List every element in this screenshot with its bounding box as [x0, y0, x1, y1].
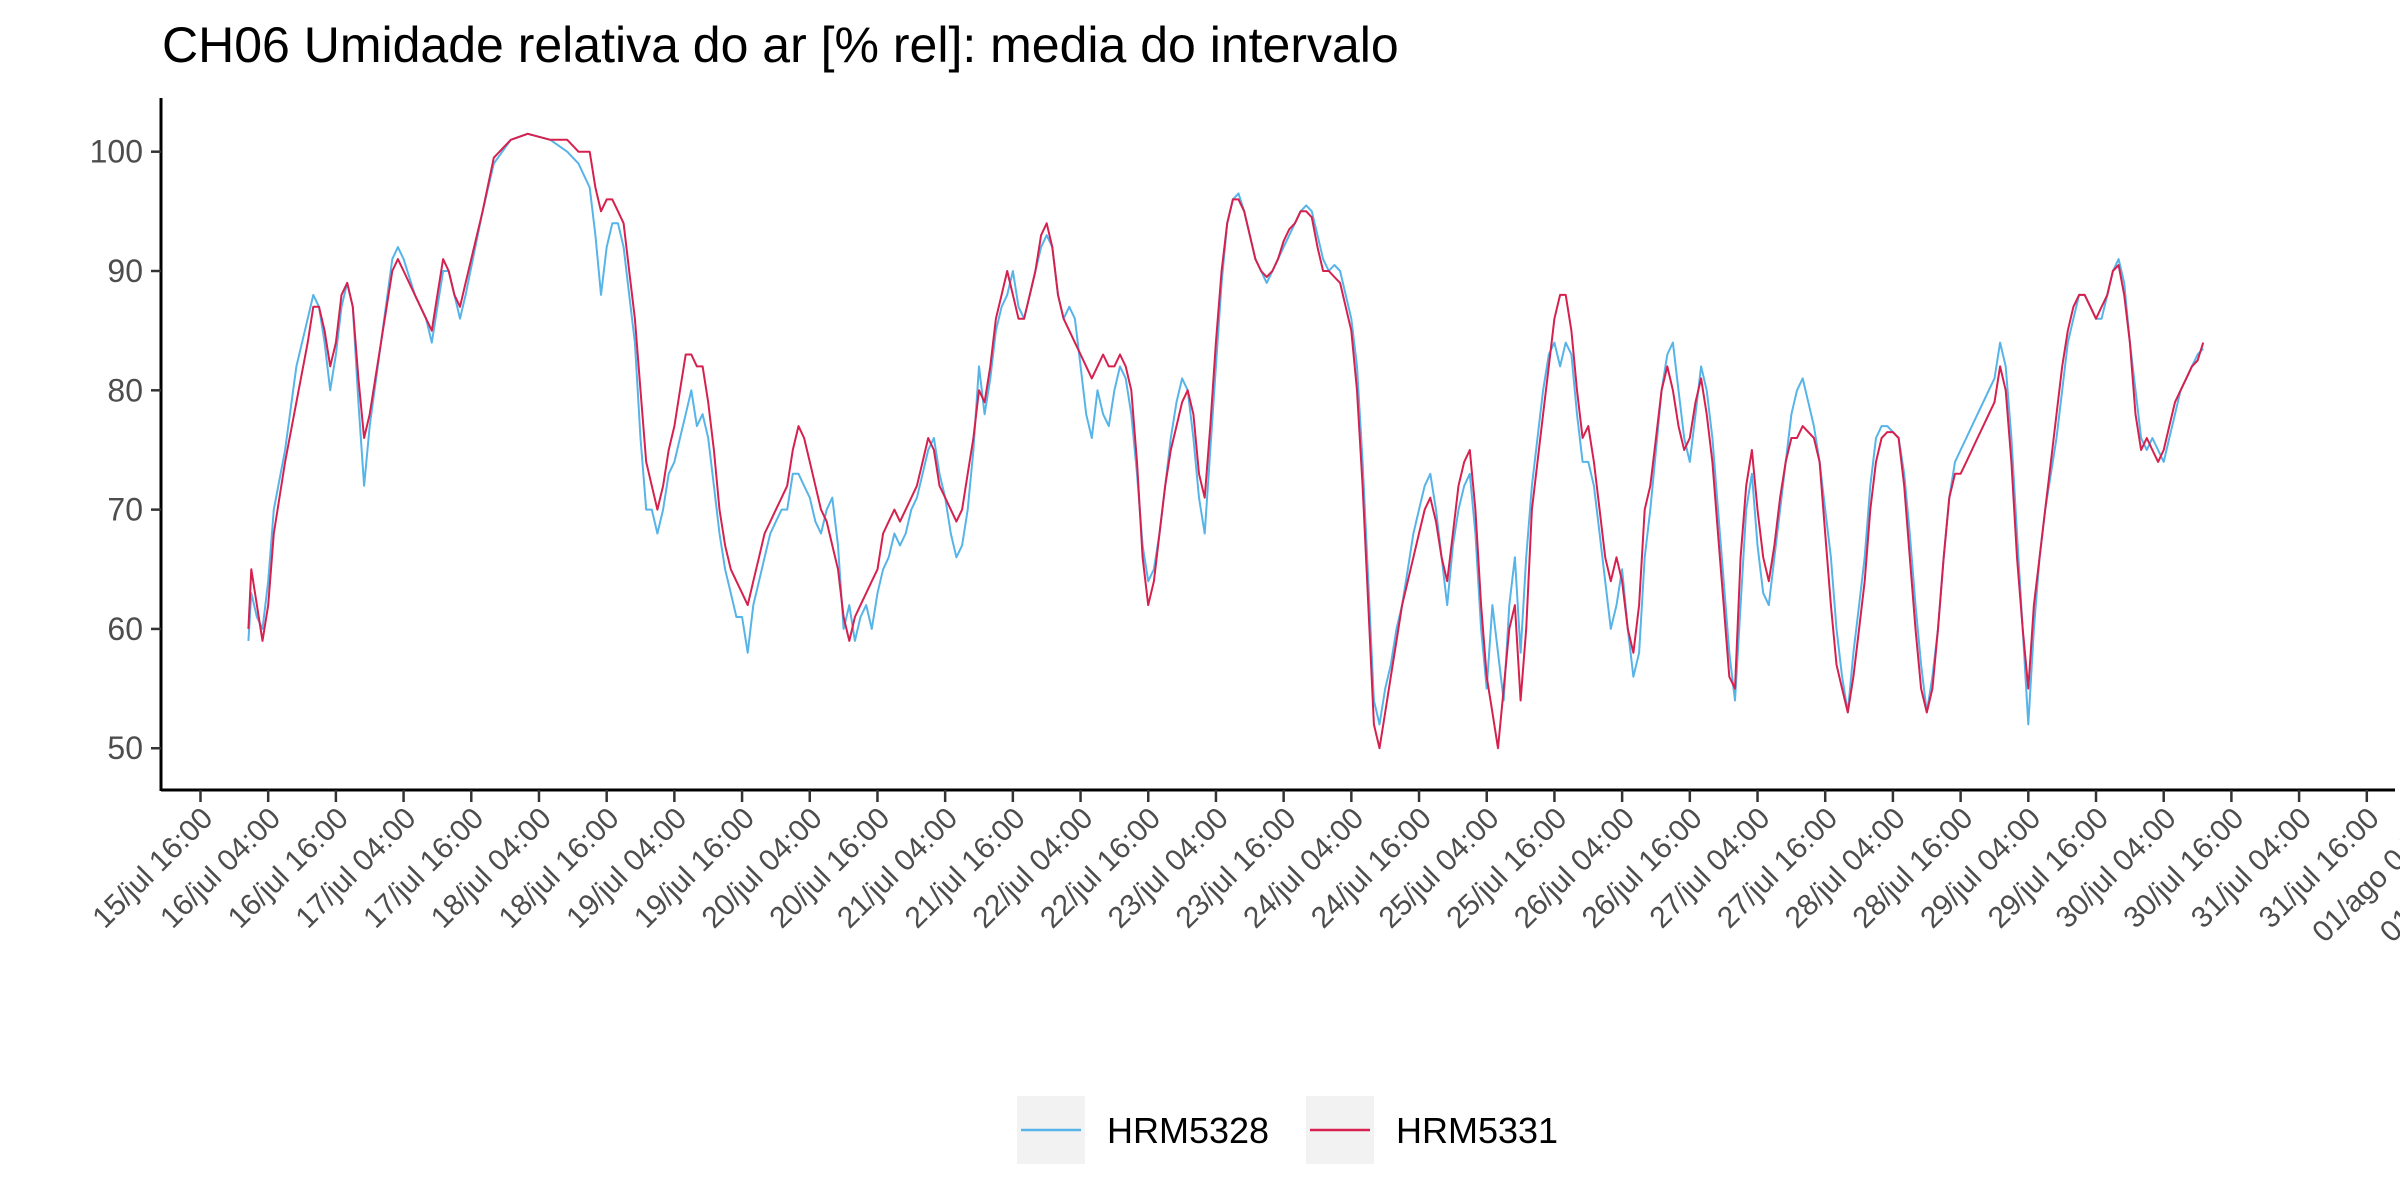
plot-area — [247, 132, 2205, 750]
legend-label: HRM5331 — [1396, 1110, 1558, 1151]
chart-title: CH06 Umidade relativa do ar [% rel]: med… — [162, 17, 1399, 73]
series-line-hrm5331 — [247, 132, 2205, 750]
y-tick-label: 90 — [107, 253, 143, 289]
y-tick-label: 100 — [90, 134, 143, 170]
y-tick-label: 70 — [107, 492, 143, 528]
y-axis-ticks: 50 60 70 80 90 100 — [90, 134, 161, 766]
y-tick-label: 60 — [107, 611, 143, 647]
legend: HRM5328 HRM5331 — [1017, 1096, 1558, 1164]
legend-item-hrm5328: HRM5328 — [1017, 1096, 1269, 1164]
y-tick-label: 50 — [107, 730, 143, 766]
y-tick-label: 80 — [107, 372, 143, 408]
legend-item-hrm5331: HRM5331 — [1306, 1096, 1558, 1164]
series-line-hrm5328 — [247, 132, 2204, 726]
legend-label: HRM5328 — [1107, 1110, 1269, 1151]
axes — [159, 98, 2395, 792]
